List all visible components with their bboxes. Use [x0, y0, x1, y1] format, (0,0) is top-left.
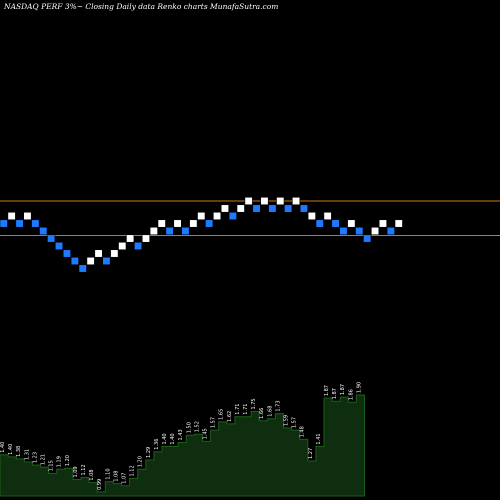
renko-brick: [299, 204, 309, 213]
renko-brick: [0, 219, 8, 228]
volume-label: 1.71: [243, 404, 249, 415]
renko-brick: [173, 219, 182, 228]
renko-brick: [213, 211, 222, 221]
volume-label: 1.45: [203, 428, 209, 439]
renko-brick: [15, 219, 24, 228]
renko-brick: [86, 256, 95, 266]
volume-label: 1.20: [65, 455, 71, 466]
volume-area: [0, 394, 365, 497]
volume-label: 1.12: [130, 465, 136, 476]
volume-label: 1.43: [178, 429, 184, 440]
volume-label: 1.75: [251, 398, 257, 409]
volume-label: 1.65: [219, 409, 225, 420]
renko-brick: [141, 234, 150, 243]
volume-label: 1.48: [300, 426, 306, 437]
renko-brick: [284, 204, 293, 213]
volume-label: 1.20: [138, 456, 144, 467]
volume-label: 1.40: [170, 433, 176, 444]
volume-label: 1.50: [186, 422, 192, 433]
volume-label: 1.87: [324, 385, 330, 396]
renko-brick: [118, 241, 127, 251]
volume-label: 1.21: [41, 454, 47, 465]
volume-label: 1.62: [227, 411, 233, 422]
volume-label: 1.66: [259, 408, 265, 419]
volume-label: 1.57: [292, 417, 298, 428]
renko-brick: [165, 226, 174, 236]
renko-brick: [394, 219, 403, 228]
renko-brick: [157, 219, 166, 228]
volume-label: 1.40: [0, 442, 6, 453]
volume-label: 1.38: [16, 446, 22, 457]
renko-brick: [268, 204, 277, 213]
volume-label: 1.90: [356, 382, 362, 393]
volume-label: 1.87: [340, 384, 346, 395]
volume-label: 1.41: [316, 433, 322, 444]
renko-brick: [94, 249, 103, 258]
renko-brick: [244, 196, 253, 206]
volume-label: 1.40: [162, 433, 168, 444]
volume-label: 1.07: [122, 473, 128, 484]
renko-brick: [149, 226, 158, 236]
renko-brick: [331, 219, 340, 228]
renko-brick: [236, 204, 245, 213]
volume-label: 1.31: [24, 449, 30, 460]
renko-brick: [181, 226, 190, 236]
renko-brick: [78, 264, 87, 273]
renko-brick: [39, 226, 48, 236]
renko-brick: [126, 234, 135, 243]
volume-label: 1.59: [284, 415, 290, 426]
renko-brick: [252, 204, 261, 213]
renko-brick: [315, 219, 324, 228]
volume-label: 1.27: [308, 448, 314, 459]
volume-label: 1.87: [332, 388, 338, 399]
chart-title: NASDAQ PERF 3%~ Closing Daily data Renko…: [4, 2, 279, 11]
volume-label: 1.08: [113, 470, 119, 481]
volume-label: 1.12: [81, 464, 87, 475]
volume-label: 1.08: [89, 469, 95, 480]
renko-brick: [220, 204, 229, 213]
renko-brick: [134, 241, 143, 251]
renko-brick: [189, 219, 198, 228]
renko-brick: [363, 234, 372, 243]
renko-brick: [7, 211, 16, 221]
renko-brick: [197, 211, 206, 221]
renko-brick: [228, 211, 237, 221]
renko-brick: [102, 256, 111, 266]
renko-brick: [205, 219, 214, 228]
renko-brick: [323, 211, 332, 221]
renko-brick: [307, 211, 316, 221]
volume-label: 1.57: [211, 417, 217, 428]
volume-label: 1.36: [154, 439, 160, 450]
volume-label: 1.86: [348, 389, 354, 400]
renko-brick: [62, 249, 72, 258]
renko-brick: [47, 234, 56, 243]
renko-brick: [31, 219, 40, 228]
renko-brick: [54, 241, 64, 251]
volume-label: 1.71: [235, 404, 241, 415]
renko-brick: [291, 196, 301, 206]
renko-brick: [347, 219, 356, 228]
renko-brick: [70, 256, 79, 266]
volume-label: 1.09: [73, 466, 79, 477]
renko-brick: [355, 226, 364, 236]
volume-label: 1.23: [32, 452, 38, 463]
renko-brick: [386, 226, 395, 236]
renko-brick: [260, 196, 269, 206]
renko-brick: [339, 226, 348, 236]
volume-label: 1.52: [194, 421, 200, 432]
renko-brick: [110, 249, 119, 258]
renko-brick: [370, 226, 380, 236]
volume-label: 1.40: [8, 444, 14, 455]
volume-label: 0.99: [97, 479, 103, 490]
renko-brick: [276, 196, 285, 206]
renko-brick: [378, 219, 388, 228]
volume-label: 1.10: [105, 468, 111, 479]
volume-label: 1.19: [57, 456, 63, 467]
volume-label: 1.73: [275, 400, 281, 411]
volume-label: 1.29: [146, 447, 152, 458]
volume-label: 1.15: [49, 460, 55, 471]
volume-label: 1.68: [267, 406, 273, 417]
renko-brick: [23, 211, 32, 221]
